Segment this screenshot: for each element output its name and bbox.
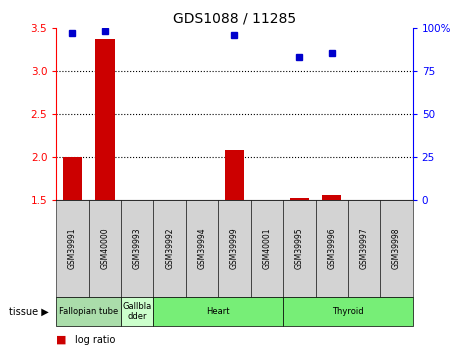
Text: GSM39999: GSM39999	[230, 228, 239, 269]
Text: ■: ■	[56, 335, 67, 345]
Text: GSM39994: GSM39994	[197, 228, 207, 269]
Bar	[95, 39, 114, 200]
Bar	[289, 198, 309, 200]
Text: Thyroid: Thyroid	[332, 307, 364, 316]
Text: GSM39996: GSM39996	[327, 228, 336, 269]
Title: GDS1088 / 11285: GDS1088 / 11285	[173, 11, 296, 25]
Text: Heart: Heart	[206, 307, 230, 316]
Text: GSM39992: GSM39992	[165, 228, 174, 269]
Text: Fallopian tube: Fallopian tube	[59, 307, 118, 316]
Bar	[225, 150, 244, 200]
Text: Gallbla
dder: Gallbla dder	[123, 302, 152, 321]
Text: GSM40001: GSM40001	[262, 228, 272, 269]
Text: GSM39995: GSM39995	[295, 228, 304, 269]
Text: GSM39991: GSM39991	[68, 228, 77, 269]
Text: log ratio: log ratio	[75, 335, 115, 345]
Text: GSM40000: GSM40000	[100, 228, 109, 269]
Text: tissue ▶: tissue ▶	[9, 306, 49, 316]
Text: GSM39998: GSM39998	[392, 228, 401, 269]
Bar	[63, 157, 82, 200]
Text: GSM39993: GSM39993	[133, 228, 142, 269]
Text: GSM39997: GSM39997	[360, 228, 369, 269]
Bar	[322, 195, 341, 200]
